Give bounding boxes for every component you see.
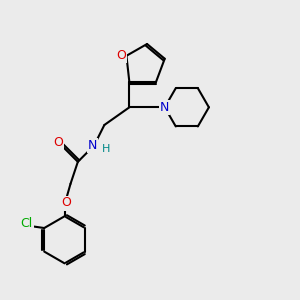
Text: H: H — [102, 143, 111, 154]
Text: Cl: Cl — [20, 217, 33, 230]
Text: N: N — [88, 139, 97, 152]
Text: O: O — [53, 136, 63, 148]
Text: O: O — [116, 49, 126, 62]
Text: O: O — [61, 196, 71, 209]
Text: N: N — [160, 101, 169, 114]
